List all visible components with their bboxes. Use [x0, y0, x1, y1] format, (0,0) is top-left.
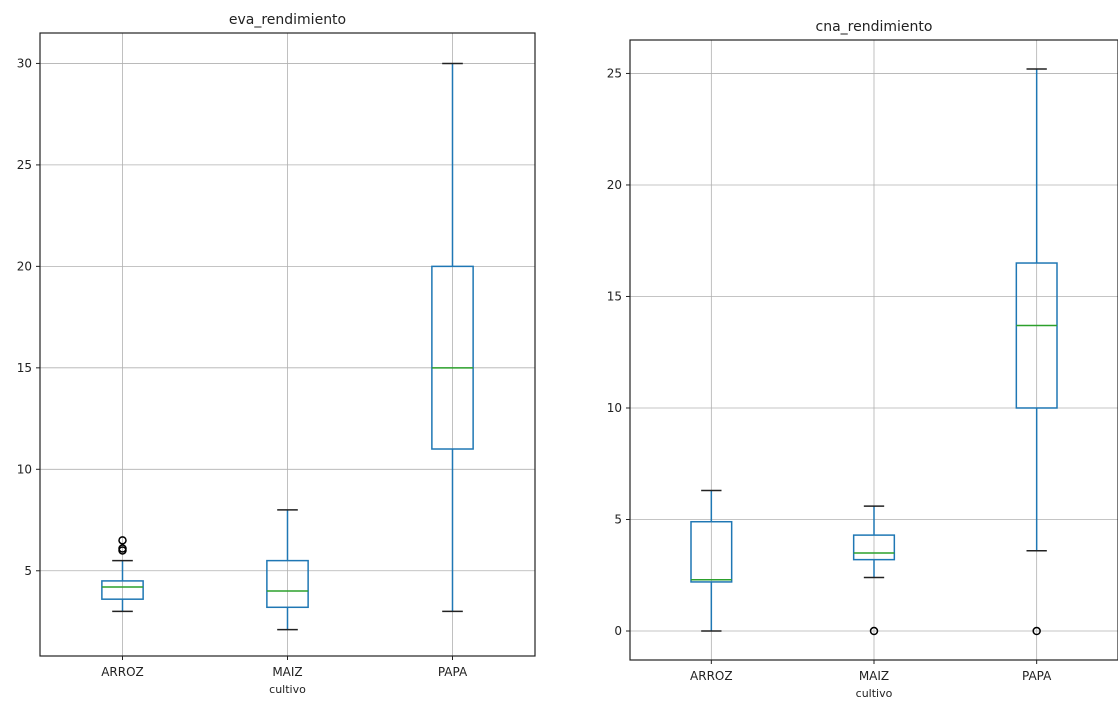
box-maiz — [266, 509, 309, 631]
iqr-box — [690, 520, 733, 583]
iqr-box — [1015, 262, 1058, 409]
y-tick-label: 5 — [24, 564, 32, 578]
iqr-box — [852, 534, 896, 561]
y-tick-label: 0 — [614, 624, 622, 638]
y-tick-label: 10 — [607, 401, 622, 415]
outlier-point — [869, 626, 879, 636]
box-arroz — [101, 536, 144, 613]
y-tick-label: 25 — [607, 66, 622, 80]
y-tick-label: 15 — [17, 361, 32, 375]
x-tick-label: PAPA — [438, 665, 468, 679]
y-tick-label: 5 — [614, 512, 622, 526]
iqr-box — [431, 265, 474, 450]
x-tick-label: PAPA — [1022, 669, 1052, 683]
x-tick-label: MAIZ — [272, 665, 302, 679]
chart-title: cna_rendimiento — [816, 19, 933, 35]
outlier-point — [118, 536, 127, 545]
chart-panel-1: 5 10 15 20 25 30 ARROZ MAIZ PAPA cultivo eva_rendi… — [17, 12, 536, 696]
chart-title: eva_rendimiento — [229, 12, 346, 28]
iqr-box — [101, 580, 144, 600]
y-tick-label: 15 — [607, 289, 622, 303]
y-tick-label: 25 — [17, 158, 32, 172]
box-maiz — [852, 505, 896, 636]
x-tick-label: ARROZ — [690, 669, 733, 683]
x-axis-label: cultivo — [856, 687, 893, 700]
outlier-point — [118, 544, 127, 553]
box-papa — [1015, 68, 1058, 636]
y-tick-label: 20 — [17, 259, 32, 273]
box-papa — [431, 62, 474, 613]
box-arroz — [690, 489, 733, 632]
y-tick-label: 20 — [607, 178, 622, 192]
x-tick-label: ARROZ — [101, 665, 144, 679]
x-axis-label: cultivo — [269, 683, 306, 696]
y-tick-label: 10 — [17, 462, 32, 476]
x-tick-label: MAIZ — [859, 669, 889, 683]
y-tick-label: 30 — [17, 56, 32, 70]
iqr-box — [266, 559, 309, 609]
outlier-point — [1032, 626, 1041, 636]
chart-panel-2: 0 5 10 15 20 25 ARROZ MAIZ PAPA cultivo cna_rendim… — [607, 19, 1118, 700]
